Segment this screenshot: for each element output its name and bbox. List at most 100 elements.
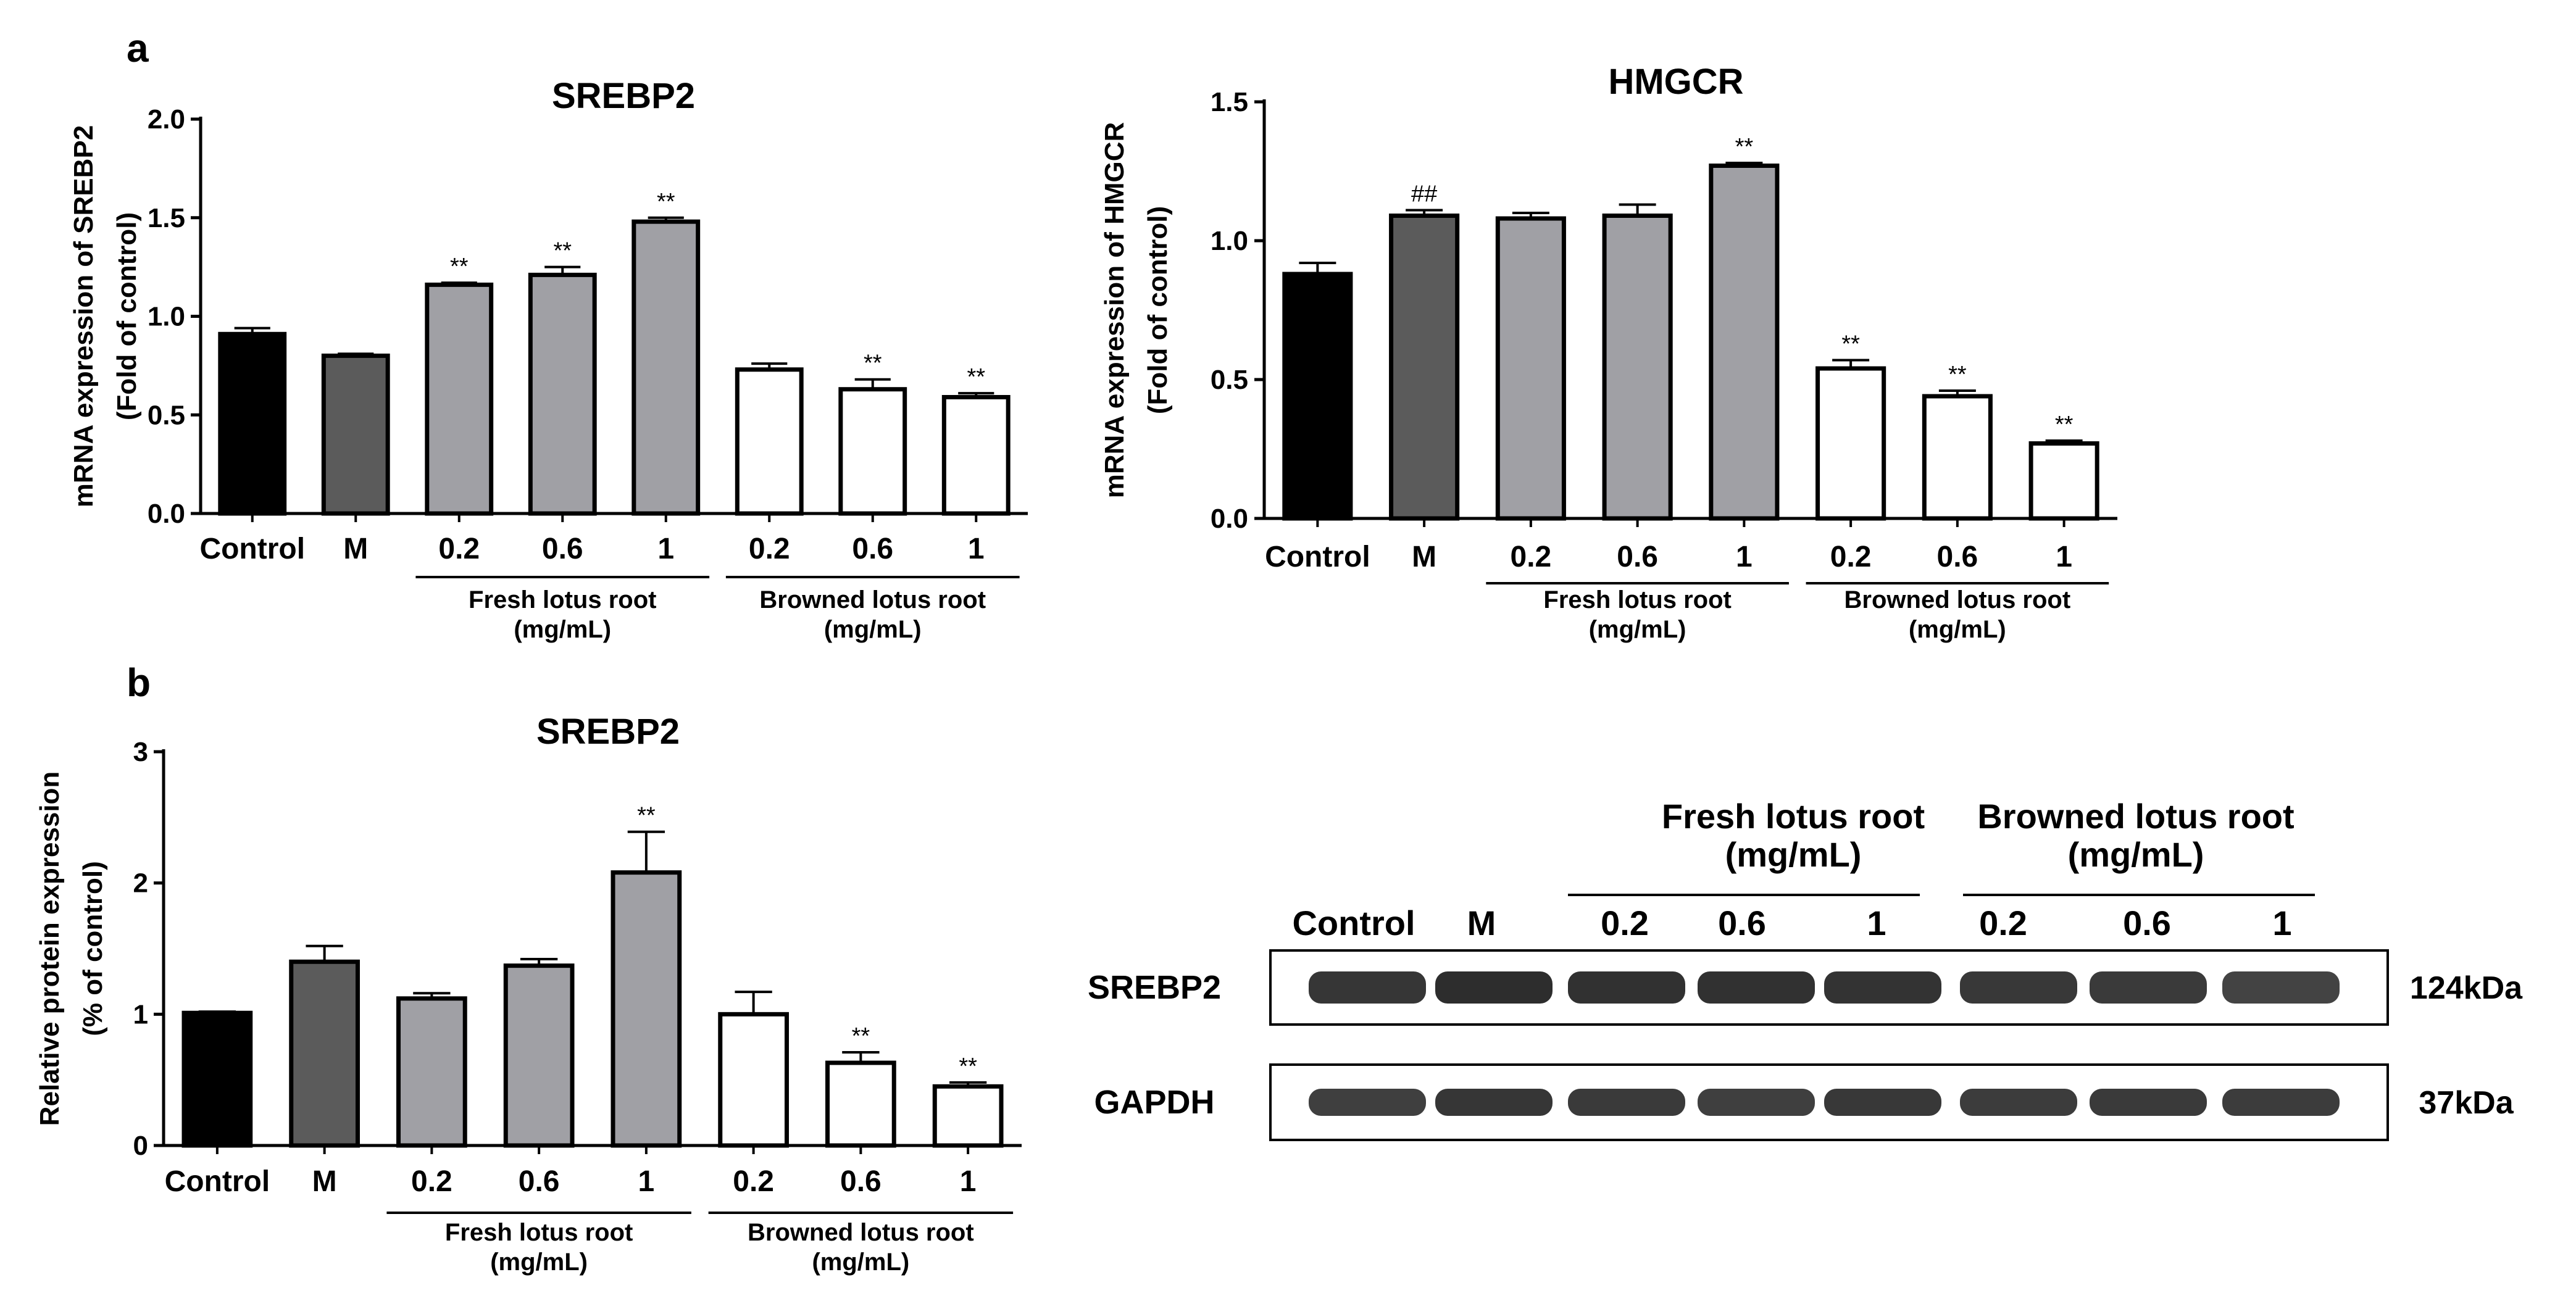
significance-label: **	[657, 189, 675, 215]
category-label: Control	[199, 533, 305, 565]
y-axis-label: (Fold of control)	[1143, 206, 1173, 414]
category-label: 0.6	[1617, 541, 1658, 573]
category-label: 0.6	[852, 533, 893, 565]
y-tick-label: 1.5	[1211, 87, 1248, 117]
bar	[321, 353, 390, 516]
y-tick-label: 1	[133, 999, 148, 1029]
significance-label: **	[553, 238, 572, 264]
y-axis-label: (% of control)	[78, 861, 108, 1036]
chart-title: HMGCR	[1608, 62, 1743, 102]
category-label: 1	[960, 1165, 977, 1198]
group-label: Fresh lotus root	[1543, 586, 1731, 613]
y-tick-label: 0.5	[1211, 365, 1248, 395]
group-label: Fresh lotus root	[469, 586, 656, 613]
blot-band	[1568, 1089, 1685, 1116]
blot-band	[1309, 971, 1426, 1004]
blot-band	[2090, 971, 2207, 1004]
bar	[289, 959, 360, 1148]
category-label: 1	[968, 533, 985, 565]
western-blot: Fresh lotus root(mg/mL)Browned lotus roo…	[1088, 797, 2523, 1141]
blot-band	[2090, 1089, 2207, 1116]
y-axis-label: mRNA expression of SREBP2	[69, 125, 99, 507]
blot-band	[1960, 971, 2077, 1004]
bar	[503, 963, 575, 1148]
y-tick-label: 0.5	[148, 400, 185, 430]
blot-size-label: 37kDa	[2419, 1085, 2514, 1121]
category-label: 0.2	[733, 1165, 774, 1198]
blot-lane-label: 0.6	[1718, 904, 1766, 942]
blot-group-header: (mg/mL)	[1725, 835, 1862, 874]
significance-label: **	[2055, 412, 2074, 438]
category-label: 0.6	[1937, 541, 1978, 573]
bar	[1815, 366, 1886, 521]
category-label: 1	[657, 533, 674, 565]
bar	[718, 1012, 789, 1148]
blot-lane-label: 0.2	[1601, 904, 1649, 942]
bar	[932, 1084, 1004, 1148]
group-label: Fresh lotus root	[445, 1219, 633, 1246]
group-label: (mg/mL)	[1909, 616, 2006, 643]
blot-lane-label: M	[1467, 904, 1496, 942]
y-axis-label: Relative protein expression	[35, 771, 65, 1126]
bar	[735, 367, 804, 516]
bar	[1282, 272, 1353, 521]
category-label: 1	[1736, 541, 1753, 573]
group-label: (mg/mL)	[812, 1249, 909, 1276]
bar	[218, 331, 287, 516]
category-label: 0.6	[519, 1165, 560, 1198]
y-tick-label: 1.0	[148, 302, 185, 332]
group-label: (mg/mL)	[514, 616, 611, 643]
significance-label: **	[450, 254, 469, 280]
y-tick-label: 2	[133, 868, 148, 899]
category-label: Control	[165, 1165, 270, 1198]
category-label: 1	[2056, 541, 2072, 573]
blot-protein-label: SREBP2	[1088, 969, 1221, 1006]
significance-label: ##	[1411, 181, 1437, 207]
bar	[611, 870, 682, 1148]
category-label: 0.2	[1830, 541, 1872, 573]
group-label: Browned lotus root	[759, 586, 986, 613]
blot-band	[2222, 1089, 2340, 1116]
group-label: (mg/mL)	[1589, 616, 1686, 643]
significance-label: **	[864, 351, 882, 376]
bar	[825, 1060, 896, 1148]
chart-srebp2-protein: SREBP2 Relative protein expression (% of c…	[35, 712, 1022, 1276]
significance-label: **	[1841, 331, 1860, 357]
y-tick-label: 1.0	[1211, 226, 1248, 256]
blot-lane-label: 1	[1867, 904, 1886, 942]
bar	[396, 996, 467, 1148]
group-label: Browned lotus root	[748, 1219, 974, 1246]
bar	[1495, 216, 1566, 521]
chart-hmgcr-mrna: HMGCR mRNA expression of HMGCR (Fold of co…	[1099, 62, 2117, 643]
bar	[528, 272, 597, 516]
blot-group-header: (mg/mL)	[2068, 835, 2204, 874]
y-tick-label: 0.0	[1211, 504, 1248, 534]
blot-lane-label: 0.2	[1979, 904, 2027, 942]
category-label: 0.2	[411, 1165, 452, 1198]
y-axis-label: (Fold of control)	[112, 212, 142, 420]
bar	[1709, 164, 1780, 521]
panel-label-b: b	[127, 660, 151, 705]
significance-label: **	[967, 364, 985, 390]
category-label: 0.2	[1511, 541, 1552, 573]
category-label: Control	[1265, 541, 1370, 573]
group-label: (mg/mL)	[824, 616, 922, 643]
group-label: Browned lotus root	[1844, 586, 2071, 613]
bar	[631, 219, 701, 516]
category-label: 1	[638, 1165, 655, 1198]
chart-title: SREBP2	[536, 712, 680, 752]
bar	[1389, 214, 1460, 521]
y-tick-label: 0.0	[148, 499, 185, 529]
panel-label-a: a	[127, 26, 149, 70]
blot-group-header: Browned lotus root	[1977, 797, 2294, 836]
category-label: 0.6	[840, 1165, 882, 1198]
blot-lane-label: 0.6	[2123, 904, 2171, 942]
blot-band	[1698, 971, 1815, 1004]
bar	[425, 282, 494, 516]
category-label: M	[343, 533, 368, 565]
bar	[1922, 394, 1993, 521]
significance-label: **	[1948, 362, 1967, 388]
category-label: 0.2	[749, 533, 790, 565]
y-tick-label: 3	[133, 737, 148, 767]
